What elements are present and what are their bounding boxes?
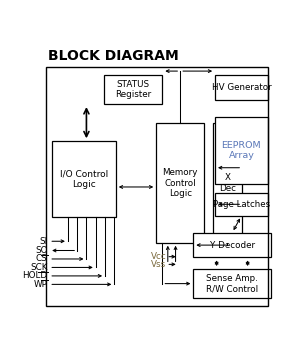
- Text: Page Latches: Page Latches: [213, 200, 270, 209]
- Bar: [156, 124, 204, 243]
- Bar: [213, 124, 242, 243]
- Text: HV Generator: HV Generator: [212, 83, 271, 92]
- Text: EEPROM
Array: EEPROM Array: [222, 141, 261, 160]
- Text: SO: SO: [35, 246, 48, 255]
- Bar: [52, 141, 116, 217]
- Text: Y Decoder: Y Decoder: [210, 241, 255, 250]
- Text: BLOCK DIAGRAM: BLOCK DIAGRAM: [48, 49, 178, 64]
- Bar: [193, 233, 271, 257]
- Bar: [193, 269, 271, 298]
- Bar: [215, 193, 268, 216]
- Text: Vcc: Vcc: [150, 252, 166, 261]
- Text: SCK: SCK: [30, 263, 48, 272]
- Bar: [104, 75, 162, 104]
- Text: Sense Amp.
R/W Control: Sense Amp. R/W Control: [206, 274, 258, 293]
- Text: STATUS
Register: STATUS Register: [115, 80, 151, 99]
- Text: HOLD: HOLD: [22, 272, 48, 280]
- Text: Memory
Control
Logic: Memory Control Logic: [162, 168, 198, 198]
- Bar: [215, 116, 268, 184]
- Text: CS: CS: [36, 255, 48, 263]
- Bar: [46, 67, 268, 306]
- Text: Vss: Vss: [151, 260, 166, 269]
- Text: I/O Control
Logic: I/O Control Logic: [60, 169, 108, 189]
- Text: SI: SI: [40, 237, 48, 246]
- Text: WP: WP: [34, 280, 48, 289]
- Bar: [215, 75, 268, 100]
- Text: X
Dec: X Dec: [219, 174, 236, 193]
